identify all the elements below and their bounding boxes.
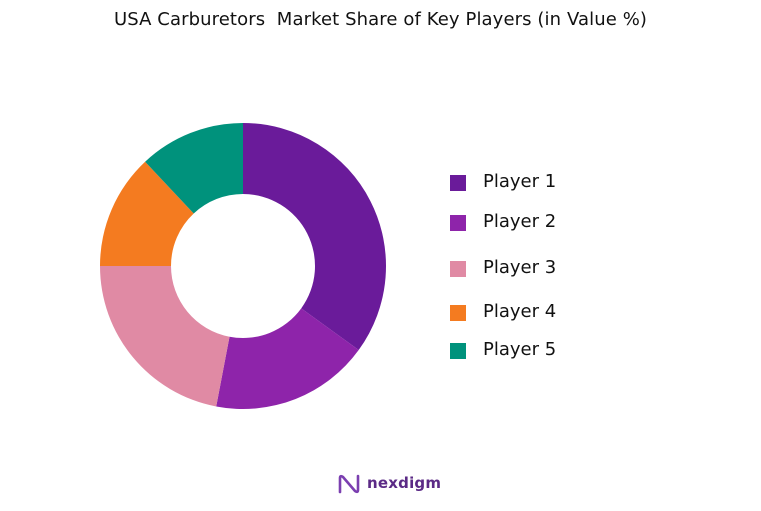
legend-label-player-4: Player 4 bbox=[483, 301, 557, 322]
legend-swatch-player-1 bbox=[450, 175, 466, 191]
donut-slice-player-5[interactable] bbox=[145, 123, 243, 214]
legend-label-player-1: Player 1 bbox=[483, 171, 557, 192]
legend-item-player-1[interactable]: Player 1 bbox=[450, 172, 650, 192]
nexdigm-logo-icon bbox=[338, 474, 360, 494]
chart-title: USA Carburetors Market Share of Key Play… bbox=[113, 9, 648, 30]
legend-swatch-player-2 bbox=[450, 215, 466, 231]
donut-slice-player-2[interactable] bbox=[216, 308, 359, 409]
legend-label-player-3: Player 3 bbox=[483, 257, 557, 278]
legend-item-player-4[interactable]: Player 4 bbox=[450, 302, 650, 322]
legend-swatch-player-3 bbox=[450, 261, 466, 277]
legend-swatch-player-4 bbox=[450, 305, 466, 321]
brand-logo: nexdigm bbox=[337, 470, 457, 498]
legend-item-player-2[interactable]: Player 2 bbox=[450, 212, 650, 232]
donut-slice-player-1[interactable] bbox=[243, 123, 386, 351]
brand-name: nexdigm bbox=[367, 474, 442, 492]
legend-label-player-5: Player 5 bbox=[483, 339, 557, 360]
donut-slice-player-4[interactable] bbox=[100, 161, 194, 266]
legend-item-player-5[interactable]: Player 5 bbox=[450, 340, 650, 360]
legend-swatch-player-5 bbox=[450, 343, 466, 359]
legend-label-player-2: Player 2 bbox=[483, 211, 557, 232]
legend-item-player-3[interactable]: Player 3 bbox=[450, 258, 650, 278]
donut-slice-player-3[interactable] bbox=[99, 266, 230, 407]
